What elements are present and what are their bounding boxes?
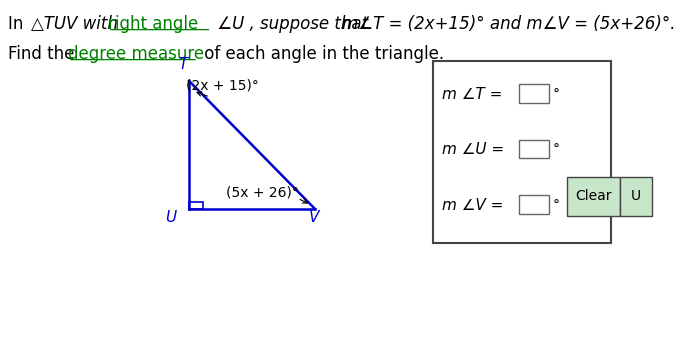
Text: (2x + 15)°: (2x + 15)° [186,79,259,93]
Text: In: In [8,14,29,33]
Text: of each angle in the triangle.: of each angle in the triangle. [199,45,444,63]
Text: m∠T = (2x+15)° and m∠V = (5x+26)°.: m∠T = (2x+15)° and m∠V = (5x+26)°. [342,14,675,33]
Text: m ∠U =: m ∠U = [442,143,510,157]
Text: (5x + 26)°: (5x + 26)° [226,185,299,199]
Text: △TUV with: △TUV with [31,14,123,33]
Text: Clear: Clear [575,189,612,203]
Text: °: ° [553,87,560,101]
Text: U: U [165,210,176,225]
Bar [567,177,620,216]
Text: U: U [631,189,641,203]
Text: °: ° [553,198,560,213]
Bar [620,177,652,216]
Text: degree measure: degree measure [68,45,204,63]
Bar [519,84,549,103]
Text: ∠U , suppose that: ∠U , suppose that [212,14,374,33]
Bar [519,195,549,214]
Text: T: T [178,57,188,71]
Bar [519,140,549,158]
Text: m ∠V =: m ∠V = [442,198,509,213]
Text: V: V [309,210,318,225]
Text: Find the: Find the [8,45,80,63]
Text: right angle: right angle [108,14,198,33]
Text: m ∠T =: m ∠T = [442,87,507,102]
Text: °: ° [553,143,560,157]
Bar [433,61,611,243]
